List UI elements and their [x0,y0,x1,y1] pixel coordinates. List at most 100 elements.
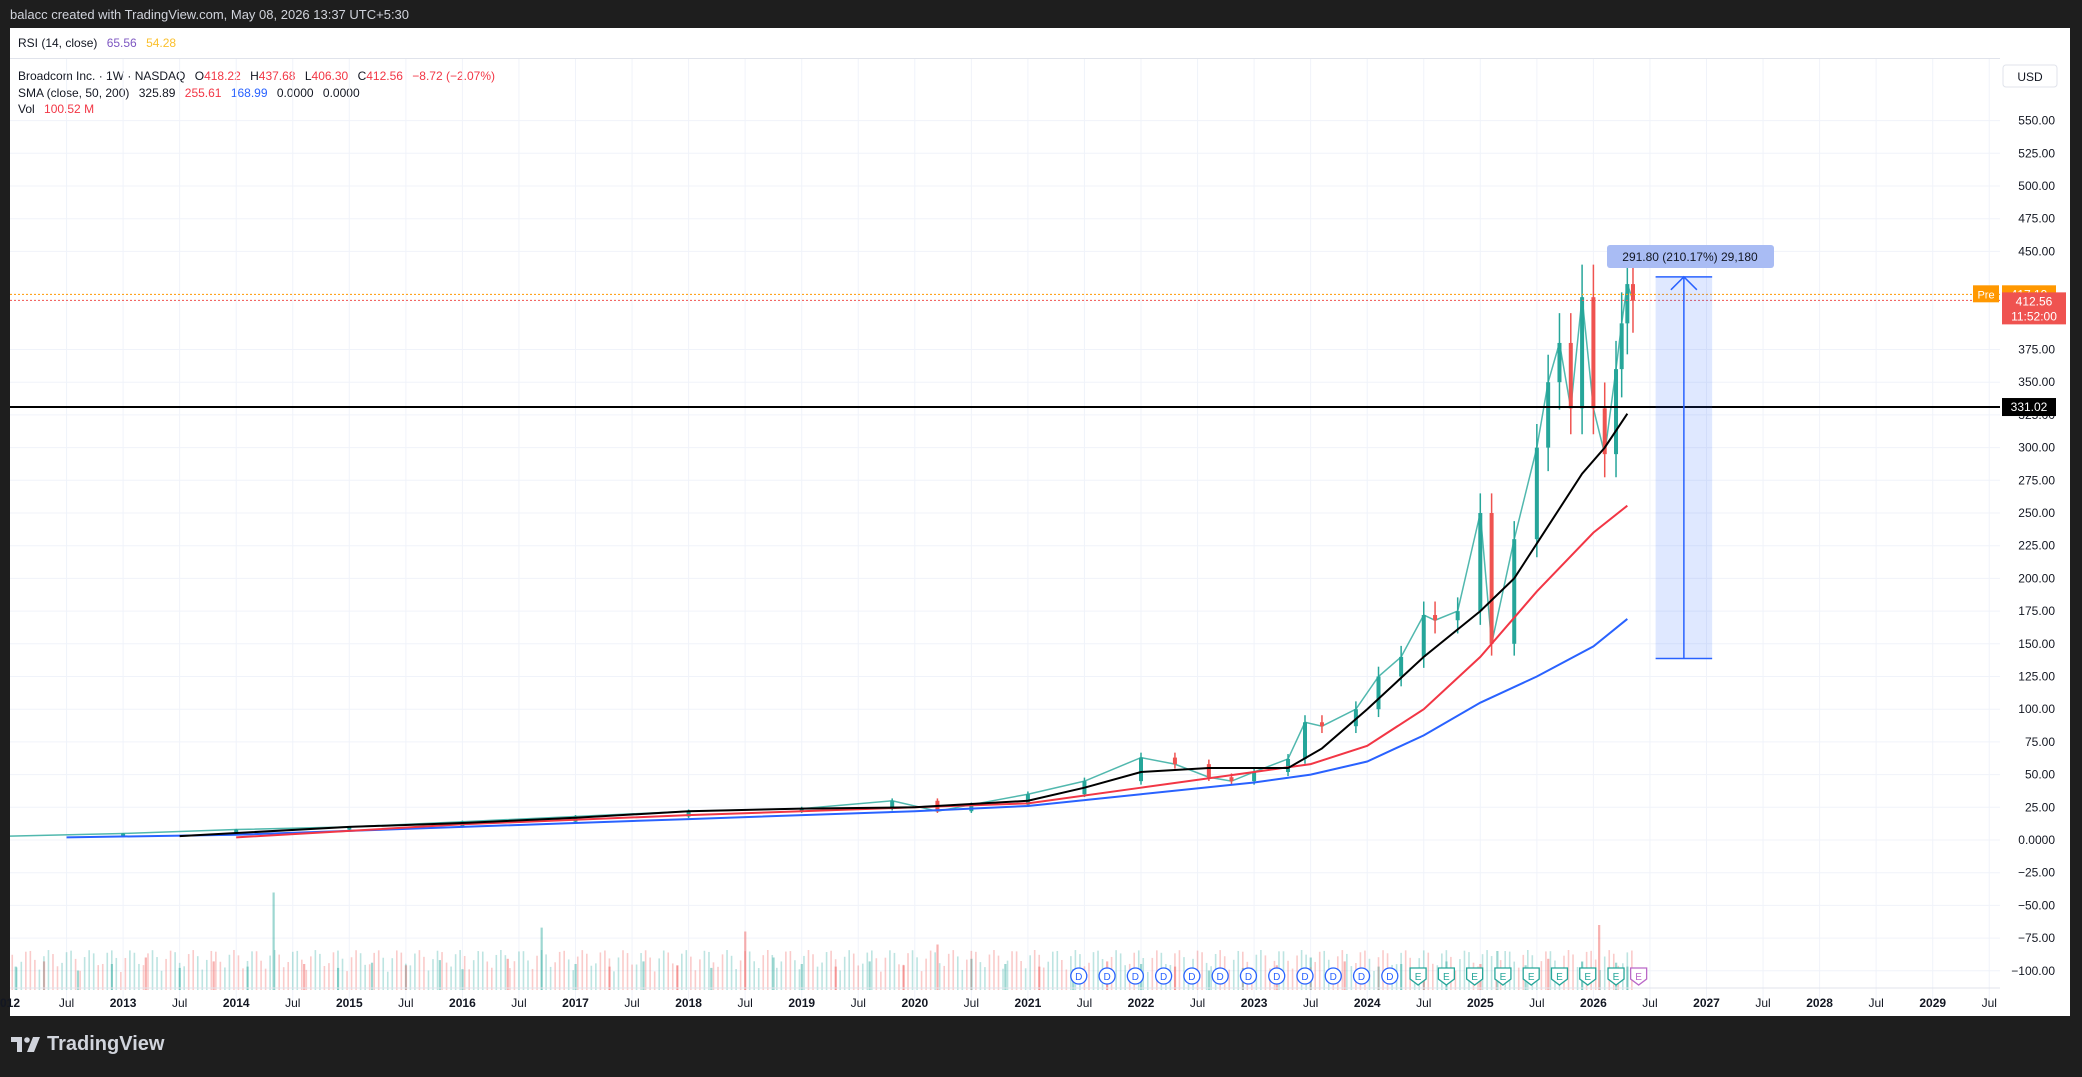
volume-bar-fill [699,959,701,990]
horizontal-line-331[interactable] [10,293,2000,409]
sma-value-4: 0.0000 [276,85,314,100]
volume-bar-fill [56,966,59,990]
volume-bar-fill [549,966,552,990]
price-axis-background [2000,58,2070,1016]
dividend-marker-icon[interactable] [1098,967,1116,985]
x-tick-label-20: 2022 [1128,996,1155,1010]
volume-bar-fill [771,954,774,990]
volume-bar-fill [228,954,231,990]
dividend-marker-icon[interactable] [1268,967,1286,985]
sma-label[interactable]: SMA (close, 50, 200) [18,85,130,100]
volume-bar-fill [966,959,968,990]
volume-bar-0 [14,966,17,990]
volume-bar-fill [1463,950,1466,990]
volume-bar-fill [1065,969,1068,990]
volume-bar-fill [975,951,977,990]
measure-label-box [1607,245,1774,268]
x-tick-label-23: Jul [1303,996,1318,1010]
event-marker-label-19: E [1613,972,1620,983]
y-tick-label-24: −100.00 [2011,964,2055,978]
earnings-marker-icon[interactable] [1579,967,1597,986]
low-label: L [304,69,312,83]
low-value: 406.30 [311,69,349,83]
volume-bar-fill [1377,957,1380,990]
currency-button[interactable] [2002,64,2058,88]
chart-frame[interactable]: RSI (14, close) 65.56 54.28 Broadcom Inc… [10,28,2070,1016]
event-marker-label-2: D [1132,972,1139,983]
volume-bar-fill [509,968,511,990]
volume-bar-fill [215,951,217,990]
dividend-marker-icon[interactable] [1239,967,1258,985]
price-axis[interactable]: USD 550.00 525.00 500.00 475.00 450.00 375.00 3… [1973,64,2066,978]
earnings-marker-icon[interactable] [1607,967,1625,986]
x-tick-label-12: 2018 [675,996,702,1010]
dividend-marker-icon[interactable] [1070,967,1088,985]
volume-bar-fill [328,963,330,990]
open-value: 418.22 [204,69,241,83]
x-tick-label-33: Jul [1868,996,1883,1010]
measure-tool[interactable]: 291.80 (210.17%) 29,180 [1607,245,1774,660]
sma-blue-line [66,618,1628,839]
volume-bar-25 [834,966,837,990]
y-tick-label-11: 225.00 [2018,539,2055,553]
volume-bar-fill [586,953,588,990]
dividend-marker-icon[interactable] [1381,967,1399,985]
volume-label[interactable]: Vol [18,102,35,116]
earnings-marker-icon[interactable] [1522,967,1540,986]
volume-bar-fill [830,950,832,990]
dividend-marker-icon[interactable] [1183,967,1201,985]
volume-bar-16 [540,927,543,990]
event-marker-label-12: E [1415,972,1422,983]
price-chart[interactable]: 291.80 (210.17%) 29,180 D D D D D D D D D D D D E E E E… [0,0,2082,1016]
symbol-title[interactable]: Broadcom Inc. · 1W · NASDAQ [18,69,186,83]
candle-body-6 [686,811,691,817]
close-value: 412.56 [366,69,403,83]
event-marker-label-15: E [1500,972,1507,983]
volume-bar-fill [495,954,498,990]
dividend-marker-icon[interactable] [1352,967,1371,985]
volume-bar-fill [1549,951,1552,990]
grid-lines [10,58,2070,1016]
dividend-marker-icon[interactable] [1154,967,1173,985]
volume-bar-fill [1314,961,1316,990]
dividend-marker-icon[interactable] [1126,967,1144,985]
x-tick-label-5: Jul [285,996,300,1010]
volume-bar-fill [1291,968,1294,990]
dividend-marker-icon[interactable] [1324,967,1342,985]
sma-value-2: 255.61 [184,85,222,100]
time-axis[interactable]: 012 Jul 2013 Jul 2014 Jul 2015 Jul 2016 Jul 2017 Ju… [0,987,2000,1010]
brand-name: TradingView [47,1033,165,1055]
tradingview-logo-icon [11,1036,40,1052]
earnings-marker-icon[interactable] [1629,967,1648,986]
volume-bar-fill [993,950,995,990]
y-tick-label-4: 450.00 [2018,244,2055,258]
tradingview-logo[interactable]: TradingView [11,1033,164,1056]
candle-body-13 [1139,757,1143,782]
volume-bar-fill [414,953,416,990]
x-tick-label-32: 2028 [1806,996,1833,1010]
earnings-marker-icon[interactable] [1494,967,1512,986]
dividend-marker-icon[interactable] [1296,967,1314,985]
candle-body-40 [1630,284,1635,301]
dividend-marker-icon[interactable] [1211,967,1229,985]
volume-bar-48 [1547,958,1550,990]
x-tick-label-22: 2023 [1241,996,1268,1010]
volume-bar-fill [97,965,100,990]
volume-bar-fill [780,961,783,990]
volume-bar-fill [839,970,841,990]
x-tick-label-24: 2024 [1354,996,1381,1010]
earnings-marker-icon[interactable] [1409,967,1427,986]
earnings-marker-icon[interactable] [1437,967,1456,986]
volume-bar-fill [1024,968,1027,990]
volume-bar-fill [626,953,629,990]
volume-bar-fill [866,952,869,990]
volume-bar-fill [703,950,706,990]
volume-bar-fill [1567,950,1570,990]
volume-bar-fill [165,958,167,990]
volume-bar-fill [251,951,253,990]
volume-bar-fill [513,961,516,990]
earnings-marker-icon[interactable] [1550,967,1569,986]
x-tick-label-34: 2029 [1919,996,1946,1010]
volume-bar-fill [373,952,375,990]
earnings-marker-icon[interactable] [1466,967,1484,986]
